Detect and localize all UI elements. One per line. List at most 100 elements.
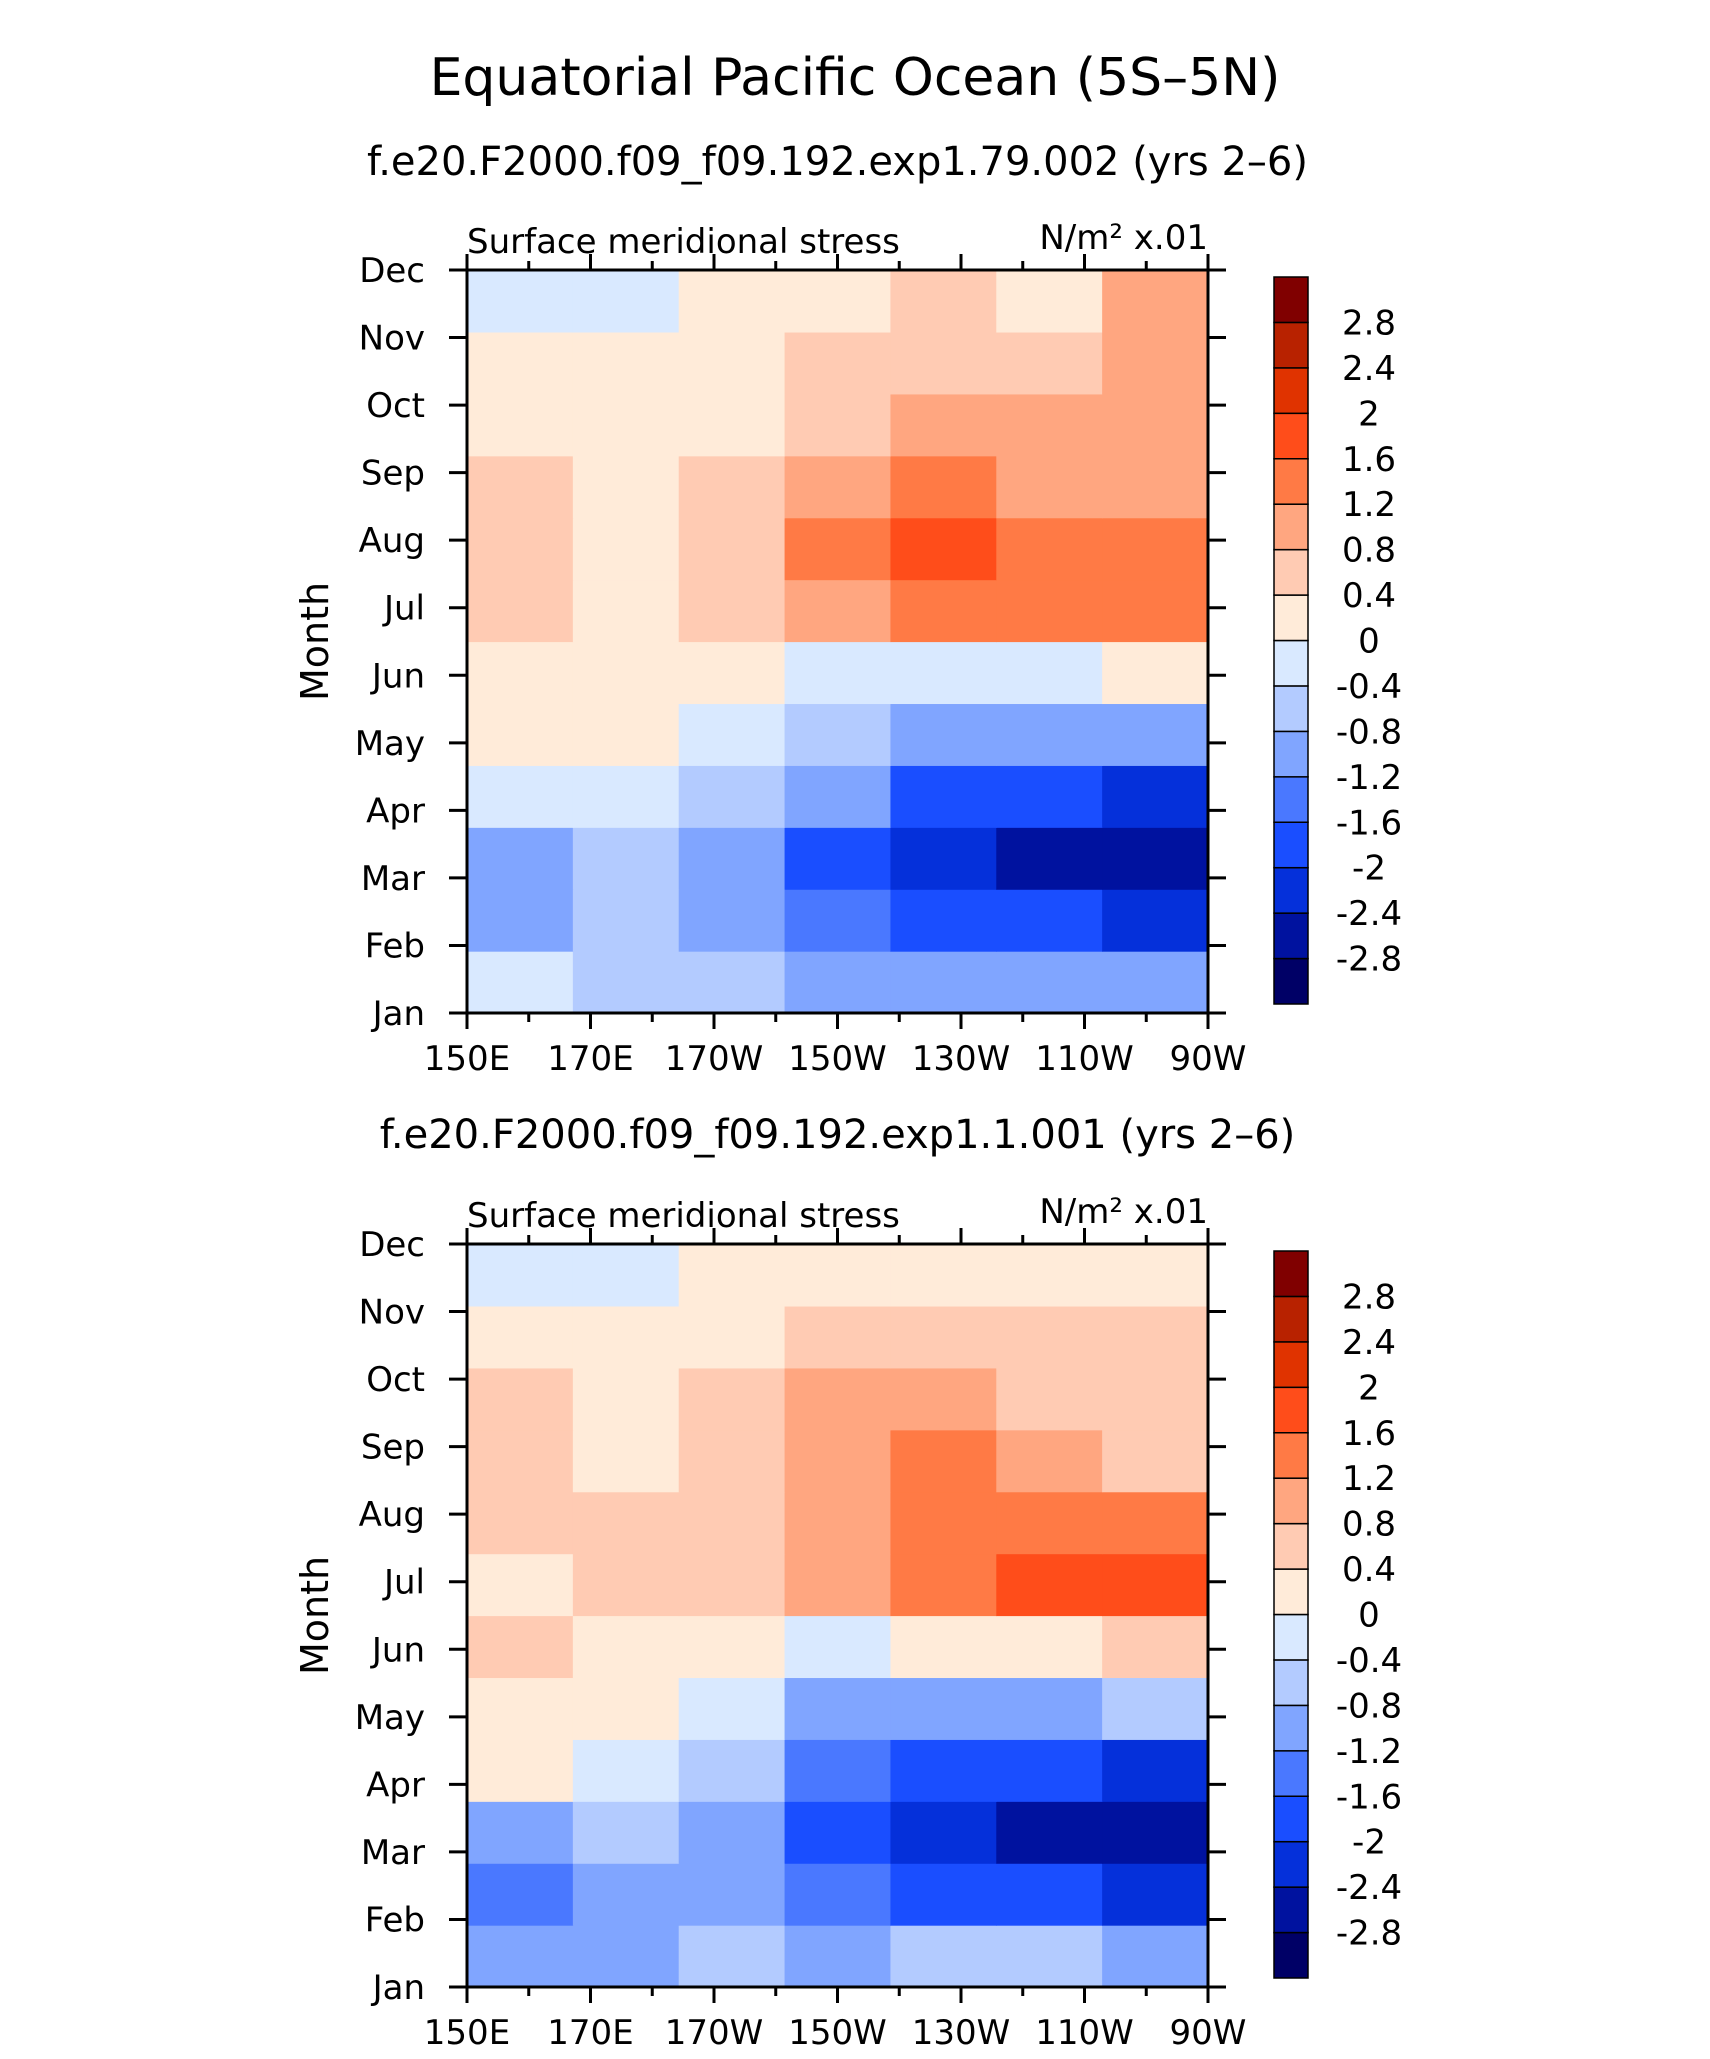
heatmap-cell (572, 1801, 680, 1864)
heatmap-cell (890, 1615, 997, 1679)
colorbar-label: -1.2 (1336, 758, 1402, 798)
heatmap-cell (678, 1244, 786, 1307)
colorbar-label: 2 (1358, 394, 1380, 434)
heatmap-cell (996, 1491, 1103, 1555)
y-tick-label: Mar (361, 859, 425, 899)
y-tick-label: Jul (382, 1563, 425, 1603)
colorbar-swatch (1273, 1341, 1309, 1389)
y-tick-label: Nov (359, 1293, 425, 1333)
colorbar-label: -0.8 (1336, 712, 1402, 752)
heatmap-cell (467, 1863, 574, 1926)
heatmap-cell (1102, 703, 1209, 766)
heatmap-cell (784, 1305, 892, 1369)
heatmap-cell (996, 1677, 1103, 1740)
heatmap-cell (678, 1305, 786, 1369)
heatmap-cell (572, 1553, 680, 1617)
colorbar-swatch (1273, 412, 1309, 460)
heatmap-cell (678, 1863, 786, 1926)
y-tick-label: Jan (371, 994, 425, 1034)
x-tick-label: 150W (788, 1039, 887, 1079)
heatmap-cell (467, 331, 574, 395)
heatmap-cell (890, 1244, 997, 1307)
colorbar-swatch (1273, 1795, 1309, 1843)
x-tick-label: 90W (1170, 1039, 1247, 1079)
colorbar-label: -2.8 (1336, 1914, 1402, 1954)
heatmap-cell (784, 1801, 892, 1864)
heatmap-cell (1102, 517, 1209, 581)
colorbar-label: -2 (1352, 849, 1386, 889)
heatmap-cell (467, 1367, 574, 1431)
heatmap-cell (1102, 951, 1209, 1014)
heatmap-cell (890, 579, 997, 643)
heatmap-cell (572, 270, 680, 333)
heatmap-cell (467, 641, 574, 705)
x-tick-label: 90W (1170, 2013, 1247, 2053)
heatmap-cell (572, 579, 680, 643)
heatmap-cell (678, 1615, 786, 1679)
heatmap-cell (996, 517, 1103, 581)
heatmap-cell (784, 827, 892, 890)
colorbar-swatch (1273, 821, 1309, 869)
heatmap-cell (467, 1429, 574, 1493)
figure-title: Equatorial Pacific Ocean (5S–5N) (430, 48, 1281, 108)
heatmap-cell (890, 765, 997, 828)
colorbar-swatch (1273, 458, 1309, 505)
colorbar-swatch (1273, 1432, 1309, 1479)
heatmap-cell (890, 1367, 997, 1431)
heatmap-cell (890, 270, 997, 333)
colorbar-label: -1.6 (1336, 803, 1402, 843)
heatmap-cell (890, 393, 997, 457)
heatmap-cell (572, 641, 680, 705)
x-tick-label: 170E (547, 2013, 633, 2053)
colorbar-label: 0.8 (1342, 1505, 1396, 1545)
y-tick-label: Jun (370, 1630, 425, 1670)
heatmap-cell (467, 889, 574, 952)
colorbar-label: -0.4 (1336, 667, 1402, 707)
colorbar-swatch (1273, 1386, 1309, 1434)
heatmap-cell (890, 827, 997, 890)
colorbar-swatch (1273, 1931, 1309, 1979)
heatmap-cell (678, 1739, 786, 1802)
panel-1: f.e20.F2000.f09_f09.192.exp1.79.002 (yrs… (293, 139, 1402, 1079)
heatmap-cell (1102, 765, 1209, 828)
colorbar-label: 2.8 (1342, 303, 1396, 343)
heatmap-cell (890, 641, 997, 705)
colorbar-swatch (1273, 1250, 1309, 1298)
colorbar-swatch (1273, 1477, 1309, 1525)
colorbar-swatch (1273, 1613, 1309, 1661)
colorbar-swatch (1273, 503, 1309, 551)
heatmap-cell (572, 765, 680, 828)
x-tick-label: 150E (424, 1039, 510, 1079)
heatmap-cell (996, 1925, 1103, 1988)
heatmap-cell (996, 641, 1103, 705)
colorbar-label: 2.8 (1342, 1277, 1396, 1317)
heatmap-cells (467, 270, 1209, 1014)
colorbar-swatch (1273, 1659, 1309, 1707)
colorbar-label: 1.6 (1342, 1414, 1396, 1454)
heatmap-cell (572, 517, 680, 581)
heatmap-cell (996, 270, 1103, 333)
colorbar-label: -0.8 (1336, 1686, 1402, 1726)
colorbar-label: -2.4 (1336, 894, 1402, 934)
heatmap-cell (678, 827, 786, 890)
heatmap-cell (784, 1615, 892, 1679)
heatmap-cell (467, 765, 574, 828)
heatmap-cell (890, 703, 997, 766)
heatmap-cell (572, 1739, 680, 1802)
heatmap-cell (890, 1863, 997, 1926)
colorbar-swatch (1273, 1886, 1309, 1934)
heatmap-cell (678, 1429, 786, 1493)
colorbar-label: 0 (1358, 1596, 1380, 1636)
heatmap-cell (1102, 1677, 1209, 1740)
x-tick-label: 110W (1035, 2013, 1134, 2053)
heatmap-cell (572, 331, 680, 395)
colorbar-swatch (1273, 1704, 1309, 1752)
heatmap-cell (572, 1925, 680, 1988)
heatmap-cell (467, 1801, 574, 1864)
heatmap-cell (678, 1367, 786, 1431)
heatmap-cell (1102, 641, 1209, 705)
heatmap-cell (784, 517, 892, 581)
heatmap-cell (467, 1925, 574, 1988)
heatmap-cell (890, 951, 997, 1014)
